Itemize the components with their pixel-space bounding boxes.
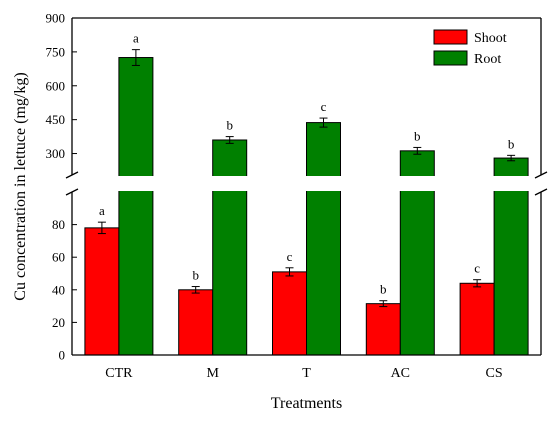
y-tick-label-900: 900 [46, 11, 66, 26]
y-tick-label-80: 80 [52, 217, 65, 232]
shoot-significance-ac: b [380, 282, 387, 297]
axes-layer [65, 17, 548, 356]
legend: Shoot Root [433, 29, 507, 67]
axis-break-gap [70, 176, 543, 191]
x-tick-label-cs: CS [486, 366, 503, 381]
shoot-bar-m [178, 289, 214, 356]
shoot-significance-ctr: a [99, 203, 105, 218]
legend-label-shoot: Shoot [474, 31, 507, 46]
x-tick-label-ctr: CTR [105, 366, 133, 381]
root-bar-ctr [118, 57, 154, 356]
axis-break-mark-left-upper [65, 171, 79, 179]
shoot-significance-m: b [192, 268, 199, 283]
root-significance-cs: b [508, 136, 515, 151]
legend-swatch-root [433, 50, 468, 66]
shoot-bar-ctr [84, 227, 120, 356]
labels-layer: a b c b c a b c b b 0 20 40 60 80 300 450 600 750 900 CTR M T A… [12, 11, 514, 413]
legend-swatch-shoot [433, 29, 468, 45]
shoot-significance-cs: c [474, 261, 480, 276]
y-axis-title: Cu concentration in lettuce (mg/kg) [12, 72, 29, 300]
shoot-bar-ac [365, 303, 401, 356]
shoot-bar-cs [459, 282, 495, 356]
y-tick-label-0: 0 [59, 348, 66, 363]
axis-break-mark-right-lower [534, 188, 548, 196]
root-significance-ac: b [414, 128, 421, 143]
root-significance-ctr: a [133, 31, 139, 46]
axis-break-mark-left-lower [65, 188, 79, 196]
axis-break-mark-right-upper [534, 171, 548, 179]
y-tick-label-300: 300 [46, 146, 66, 161]
root-significance-m: b [226, 118, 233, 133]
shoot-bar-t [272, 271, 307, 356]
legend-label-root: Root [474, 52, 501, 67]
root-bar-m [212, 139, 248, 356]
x-tick-label-ac: AC [391, 366, 410, 381]
y-tick-label-450: 450 [46, 112, 66, 127]
y-tick-label-20: 20 [52, 315, 65, 330]
root-significance-t: c [321, 99, 327, 114]
x-axis-title: Treatments [271, 395, 342, 412]
y-tick-label-750: 750 [46, 44, 66, 59]
y-tick-label-60: 60 [52, 250, 65, 265]
root-bar-t [306, 122, 341, 356]
y-tick-label-600: 600 [46, 78, 66, 93]
y-tick-label-40: 40 [52, 282, 65, 297]
shoot-significance-t: c [287, 249, 293, 264]
x-tick-label-t: T [302, 366, 311, 381]
bars-layer [84, 49, 529, 356]
x-tick-label-m: M [206, 366, 219, 381]
